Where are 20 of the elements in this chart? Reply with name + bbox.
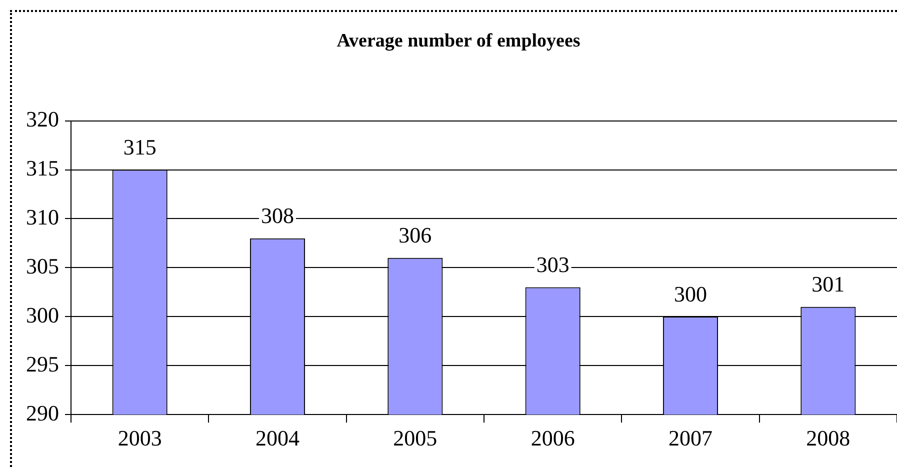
data-label: 301: [812, 272, 845, 297]
x-tick-label: 2004: [256, 426, 300, 451]
x-tick-label: 2005: [393, 426, 438, 451]
y-tick-label: 290: [26, 400, 59, 426]
y-tick-label: 305: [26, 253, 59, 278]
y-tick-label: 310: [26, 204, 59, 230]
x-tick-label: 2003: [118, 426, 162, 451]
x-tick-label: 2008: [806, 426, 850, 451]
data-label: 315: [123, 134, 156, 160]
x-tick-label: 2006: [530, 426, 575, 451]
data-label: 303: [536, 252, 570, 278]
data-label: 306: [398, 222, 432, 248]
y-tick-label: 295: [26, 351, 59, 376]
y-tick-label: 300: [26, 302, 59, 328]
y-tick-label: 320: [26, 106, 59, 132]
chart-title: Average number of employees: [336, 30, 580, 52]
data-label: 308: [261, 203, 294, 228]
x-tick-label: 2007: [668, 426, 712, 451]
y-tick-label: 315: [26, 156, 59, 181]
data-label: 300: [674, 281, 707, 306]
